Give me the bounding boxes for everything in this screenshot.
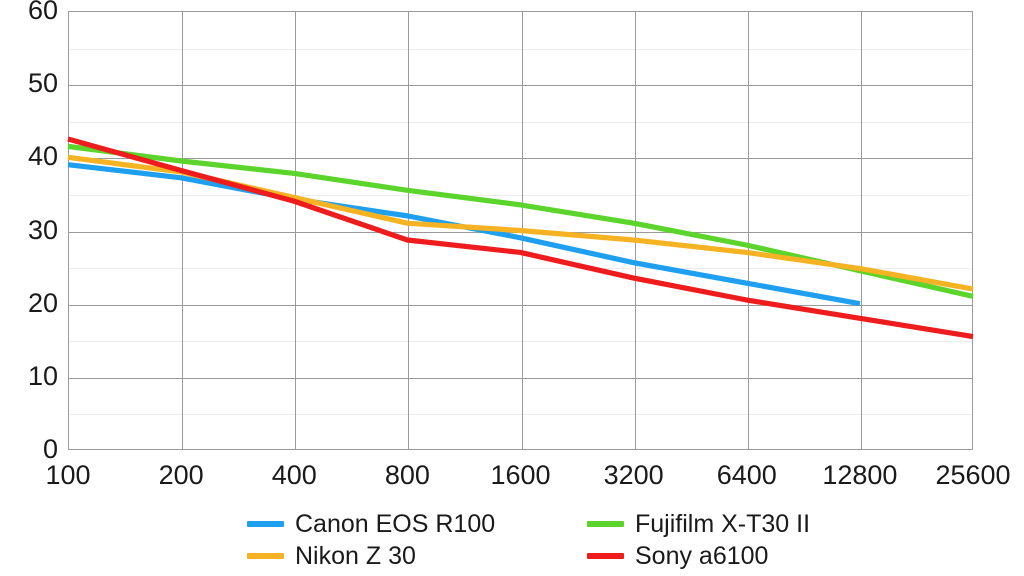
x-axis-tick-labels: 100 200 400 800 1600 3200 6400 12800 25600 bbox=[0, 462, 1024, 496]
legend-color-swatch bbox=[247, 553, 284, 559]
gridline-vertical-major bbox=[860, 12, 862, 449]
gridline-horizontal-major bbox=[69, 85, 972, 87]
y-axis-tick-label: 40 bbox=[27, 141, 58, 172]
x-axis-tick-label: 1600 bbox=[490, 460, 551, 490]
gridline-horizontal-major bbox=[69, 231, 972, 233]
x-axis-tick-label: 6400 bbox=[716, 460, 777, 490]
y-axis-tick-label: 0 bbox=[42, 434, 58, 464]
x-axis-tick-label: 100 bbox=[45, 460, 91, 490]
y-axis-tick-label: 50 bbox=[27, 68, 58, 99]
legend-item[interactable]: Fujifilm X-T30 II bbox=[587, 508, 811, 540]
y-axis-tick-label: 30 bbox=[27, 214, 58, 245]
legend-label: Fujifilm X-T30 II bbox=[635, 509, 811, 538]
gridline-vertical-major bbox=[521, 12, 523, 449]
gridline-vertical-major bbox=[634, 12, 636, 449]
legend-item[interactable]: Nikon Z 30 bbox=[247, 540, 587, 572]
x-axis-tick-label: 200 bbox=[158, 460, 204, 490]
legend-color-swatch bbox=[587, 553, 624, 559]
gridline-horizontal-major bbox=[69, 158, 972, 160]
x-axis-tick-label: 25600 bbox=[935, 460, 1011, 490]
gridline-horizontal-minor bbox=[69, 268, 972, 270]
chart-legend: Canon EOS R100 Fujifilm X-T30 II Nikon Z 3… bbox=[247, 508, 811, 572]
gridline-horizontal-minor bbox=[69, 121, 972, 123]
x-axis-tick-label: 12800 bbox=[822, 460, 898, 490]
legend-item[interactable]: Canon EOS R100 bbox=[247, 508, 587, 540]
gridline-vertical-major bbox=[408, 12, 410, 449]
y-axis-tick-label: 20 bbox=[27, 287, 58, 318]
gridline-vertical-major bbox=[747, 12, 749, 449]
gridline-horizontal-minor bbox=[69, 48, 972, 50]
gridline-horizontal-major bbox=[69, 377, 972, 379]
x-axis-tick-label: 800 bbox=[384, 460, 430, 490]
gridline-vertical-major bbox=[295, 12, 297, 449]
gridline-vertical-major bbox=[182, 12, 184, 449]
legend-label: Sony a6100 bbox=[635, 541, 769, 570]
legend-item[interactable]: Sony a6100 bbox=[587, 540, 807, 572]
legend-label: Nikon Z 30 bbox=[295, 541, 416, 570]
gridline-horizontal-minor bbox=[69, 341, 972, 343]
y-axis-tick-labels: 60 50 40 30 20 10 0 bbox=[0, 0, 58, 576]
legend-color-swatch bbox=[587, 521, 624, 527]
gridline-horizontal-minor bbox=[69, 194, 972, 196]
plot-area bbox=[68, 11, 973, 450]
legend-label: Canon EOS R100 bbox=[295, 509, 496, 538]
x-axis-tick-label: 3200 bbox=[603, 460, 664, 490]
y-axis-tick-label: 10 bbox=[27, 360, 58, 391]
y-axis-tick-label: 60 bbox=[27, 0, 58, 25]
gridline-horizontal-major bbox=[69, 304, 972, 306]
legend-color-swatch bbox=[247, 521, 284, 527]
x-axis-tick-label: 400 bbox=[271, 460, 317, 490]
gridline-horizontal-minor bbox=[69, 414, 972, 416]
